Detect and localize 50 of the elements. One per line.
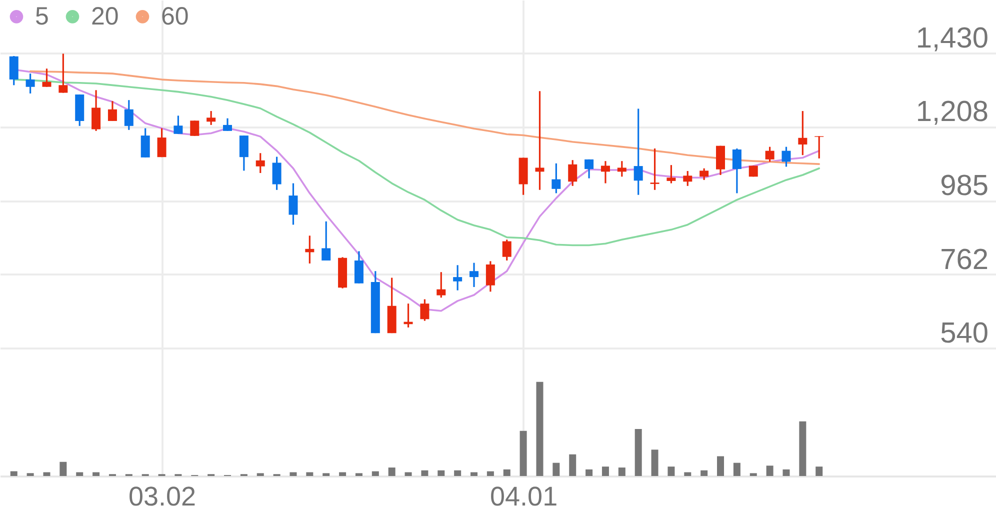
bar [372,471,379,476]
bar [717,456,724,476]
x-tick-label: 03.02 [128,482,196,512]
bar [816,466,823,476]
bar [733,462,740,476]
bar [634,428,642,476]
x-tick-label: 04.01 [490,482,558,512]
bar [520,430,527,476]
bar [799,421,806,476]
bar [700,470,708,476]
bar [586,469,593,476]
y-tick-label: 1,208 [916,96,988,128]
bar [486,471,494,476]
bar [454,470,462,476]
bar [76,472,84,476]
bar [421,470,428,476]
legend-label: 60 [161,2,189,31]
bar [470,472,478,476]
bar [684,472,692,476]
y-tick-label: 985 [940,170,988,202]
bar [782,469,790,476]
bar [306,472,314,476]
bar [26,473,34,476]
bar [766,466,774,476]
bar [668,466,675,476]
y-tick-label: 762 [940,244,988,276]
bar [10,471,18,476]
bar [651,450,658,476]
bar [256,473,264,476]
bar [92,472,100,476]
bar [355,473,362,476]
bar [339,472,346,476]
bar [322,473,330,476]
bar [290,472,297,476]
bar [438,470,445,476]
bar [404,472,412,476]
bar [618,468,626,476]
bar [536,382,544,476]
bar [503,469,510,476]
bar [552,462,560,476]
bar [569,454,576,476]
legend-label: 20 [91,2,119,31]
bar [602,466,609,476]
y-tick-label: 1,430 [916,22,988,55]
bar [750,473,757,476]
bar [60,462,67,476]
y-tick-label: 540 [940,318,988,350]
bar [388,468,396,476]
bar [43,472,50,476]
legend-label: 5 [35,2,49,31]
